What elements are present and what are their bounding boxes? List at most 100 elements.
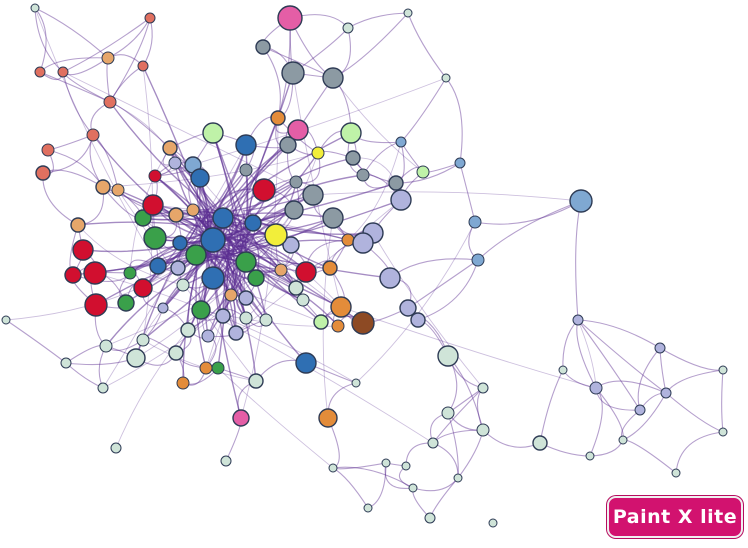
- edge: [562, 319, 579, 371]
- edge: [62, 71, 94, 136]
- network-node: [30, 3, 40, 13]
- network-node: [476, 423, 490, 437]
- network-node: [718, 427, 728, 437]
- network-node: [70, 217, 86, 233]
- network-node: [144, 12, 156, 24]
- network-node: [488, 518, 498, 528]
- network-node: [238, 290, 254, 306]
- edge: [429, 477, 459, 519]
- network-node: [84, 293, 108, 317]
- network-node: [270, 110, 286, 126]
- edge: [347, 141, 402, 241]
- network-node: [342, 22, 354, 34]
- network-node: [57, 66, 69, 78]
- network-node: [123, 266, 137, 280]
- edge: [577, 319, 667, 394]
- network-node: [143, 226, 167, 250]
- edge: [577, 319, 661, 349]
- edge: [39, 71, 111, 103]
- network-node: [569, 189, 593, 213]
- edge: [109, 65, 144, 103]
- edge: [42, 172, 79, 226]
- network-node: [660, 387, 672, 399]
- network-node: [284, 200, 304, 220]
- network-node: [558, 365, 568, 375]
- network-node: [220, 455, 232, 467]
- edge: [595, 380, 667, 394]
- edge: [222, 217, 342, 308]
- network-node: [199, 361, 213, 375]
- edge: [389, 258, 479, 279]
- network-node: [200, 227, 226, 253]
- edge: [332, 467, 369, 509]
- network-node: [149, 257, 167, 275]
- network-node: [190, 168, 210, 188]
- network-node: [322, 207, 344, 229]
- network-node: [235, 251, 257, 273]
- network-node: [201, 266, 225, 290]
- network-node: [356, 168, 370, 182]
- network-node: [390, 189, 412, 211]
- edge: [213, 257, 339, 327]
- edge: [235, 199, 402, 334]
- network-node: [64, 266, 82, 284]
- network-node: [330, 296, 352, 318]
- edge: [216, 229, 322, 323]
- edge: [340, 306, 597, 389]
- network-node: [168, 207, 184, 223]
- network-node: [148, 169, 162, 183]
- network-node: [176, 278, 190, 292]
- edge: [447, 412, 459, 479]
- network-node: [136, 333, 150, 347]
- network-node: [427, 437, 439, 449]
- network-node: [313, 314, 329, 330]
- network-node: [60, 357, 72, 369]
- network-node: [295, 352, 317, 374]
- network-edges: [5, 7, 724, 519]
- network-node: [83, 261, 107, 285]
- network-node: [311, 146, 325, 160]
- edge: [105, 277, 257, 347]
- edge: [417, 259, 479, 321]
- edge: [47, 149, 104, 188]
- network-node: [277, 5, 303, 31]
- network-node: [477, 382, 489, 394]
- network-node: [381, 458, 391, 468]
- edge: [659, 347, 667, 394]
- edge: [217, 367, 334, 469]
- edge: [539, 369, 564, 444]
- network-node: [328, 463, 338, 473]
- network-node: [248, 373, 264, 389]
- network-node: [117, 294, 135, 312]
- network-node: [259, 313, 273, 327]
- edge: [142, 339, 257, 382]
- edge: [432, 442, 459, 479]
- network-node: [224, 288, 238, 302]
- edge: [77, 221, 244, 233]
- edge: [204, 258, 214, 337]
- network-node: [97, 382, 109, 394]
- edge: [94, 272, 357, 384]
- network-node: [176, 376, 190, 390]
- network-node: [331, 319, 345, 333]
- edge: [432, 429, 484, 444]
- network-node: [99, 339, 113, 353]
- network-node: [86, 128, 100, 142]
- edge: [362, 141, 402, 176]
- network-node: [185, 244, 207, 266]
- edge: [332, 77, 424, 173]
- network-node: [134, 209, 152, 227]
- network-node: [41, 143, 55, 157]
- network-node: [34, 66, 46, 78]
- network-node: [228, 325, 244, 341]
- network-node: [585, 451, 595, 461]
- edge: [412, 477, 459, 492]
- edge: [62, 71, 314, 196]
- edge: [675, 431, 724, 474]
- edge: [400, 77, 447, 143]
- edge: [77, 224, 184, 286]
- network-node: [296, 293, 310, 307]
- network-node: [279, 136, 297, 154]
- network-nodes: [1, 3, 728, 528]
